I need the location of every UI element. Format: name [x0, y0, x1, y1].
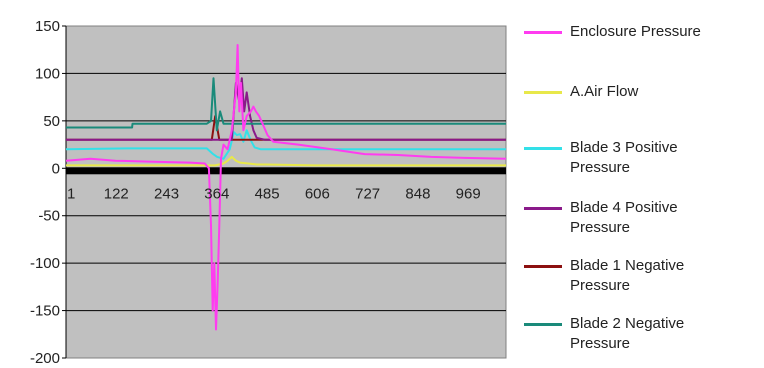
- legend-item-air-flow: A.Air Flow: [524, 82, 730, 102]
- y-tick-labels: 150 100 50 0 -50 -100 -150 -200: [30, 18, 60, 367]
- series-line: [66, 77, 506, 141]
- legend-item-blade-2-negative: Blade 2 Negative Pressure: [524, 314, 730, 354]
- series-line: [65, 44, 507, 331]
- y-tick-label: 150: [35, 18, 60, 35]
- series-line: [65, 129, 506, 160]
- x-tick-label: 969: [456, 185, 481, 202]
- legend-label: Blade 2 Negative Pressure: [570, 315, 685, 352]
- legend-item-blade-3-positive: Blade 3 Positive Pressure: [524, 138, 730, 178]
- plot-area: [65, 25, 507, 359]
- series-lines: [65, 44, 507, 331]
- legend-label: Blade 4 Positive Pressure: [570, 199, 678, 236]
- legend-swatch: [524, 147, 562, 150]
- y-tick-label: 100: [35, 65, 60, 82]
- legend-swatch: [524, 323, 562, 326]
- legend-item-enclosure-pressure: Enclosure Pressure: [524, 22, 730, 42]
- legend-label: Blade 3 Positive Pressure: [570, 139, 678, 176]
- legend-label: Enclosure Pressure: [570, 23, 701, 40]
- legend-swatch: [524, 207, 562, 210]
- x-tick-label: 727: [355, 185, 380, 202]
- legend-label: A.Air Flow: [570, 83, 639, 100]
- x-tick-label: 485: [255, 185, 280, 202]
- y-tick-label: -150: [30, 303, 60, 320]
- legend-item-blade-4-positive: Blade 4 Positive Pressure: [524, 198, 730, 238]
- legend-label: Blade 1 Negative Pressure: [570, 257, 685, 294]
- x-tick-label: 364: [204, 185, 229, 202]
- y-tick-label: 0: [52, 160, 60, 177]
- y-tick-label: 50: [43, 113, 60, 130]
- y-tick-label: -50: [38, 208, 60, 225]
- x-axis: [66, 167, 506, 175]
- legend-swatch: [524, 31, 562, 34]
- series-line: [66, 155, 506, 167]
- x-tick-label: 848: [405, 185, 430, 202]
- axes: [62, 25, 506, 359]
- x-tick-labels: 1 122 243 364 485 606 727 848 969: [67, 185, 481, 202]
- series-line: [66, 77, 506, 132]
- x-tick-label: 122: [104, 185, 129, 202]
- legend-item-blade-1-negative: Blade 1 Negative Pressure: [524, 256, 730, 296]
- y-tick-label: -200: [30, 350, 60, 367]
- legend-swatch: [524, 91, 562, 94]
- y-tick-label: -100: [30, 255, 60, 272]
- x-tick-label: 1: [67, 185, 75, 202]
- x-tick-label: 243: [154, 185, 179, 202]
- x-tick-label: 606: [305, 185, 330, 202]
- legend-swatch: [524, 265, 562, 268]
